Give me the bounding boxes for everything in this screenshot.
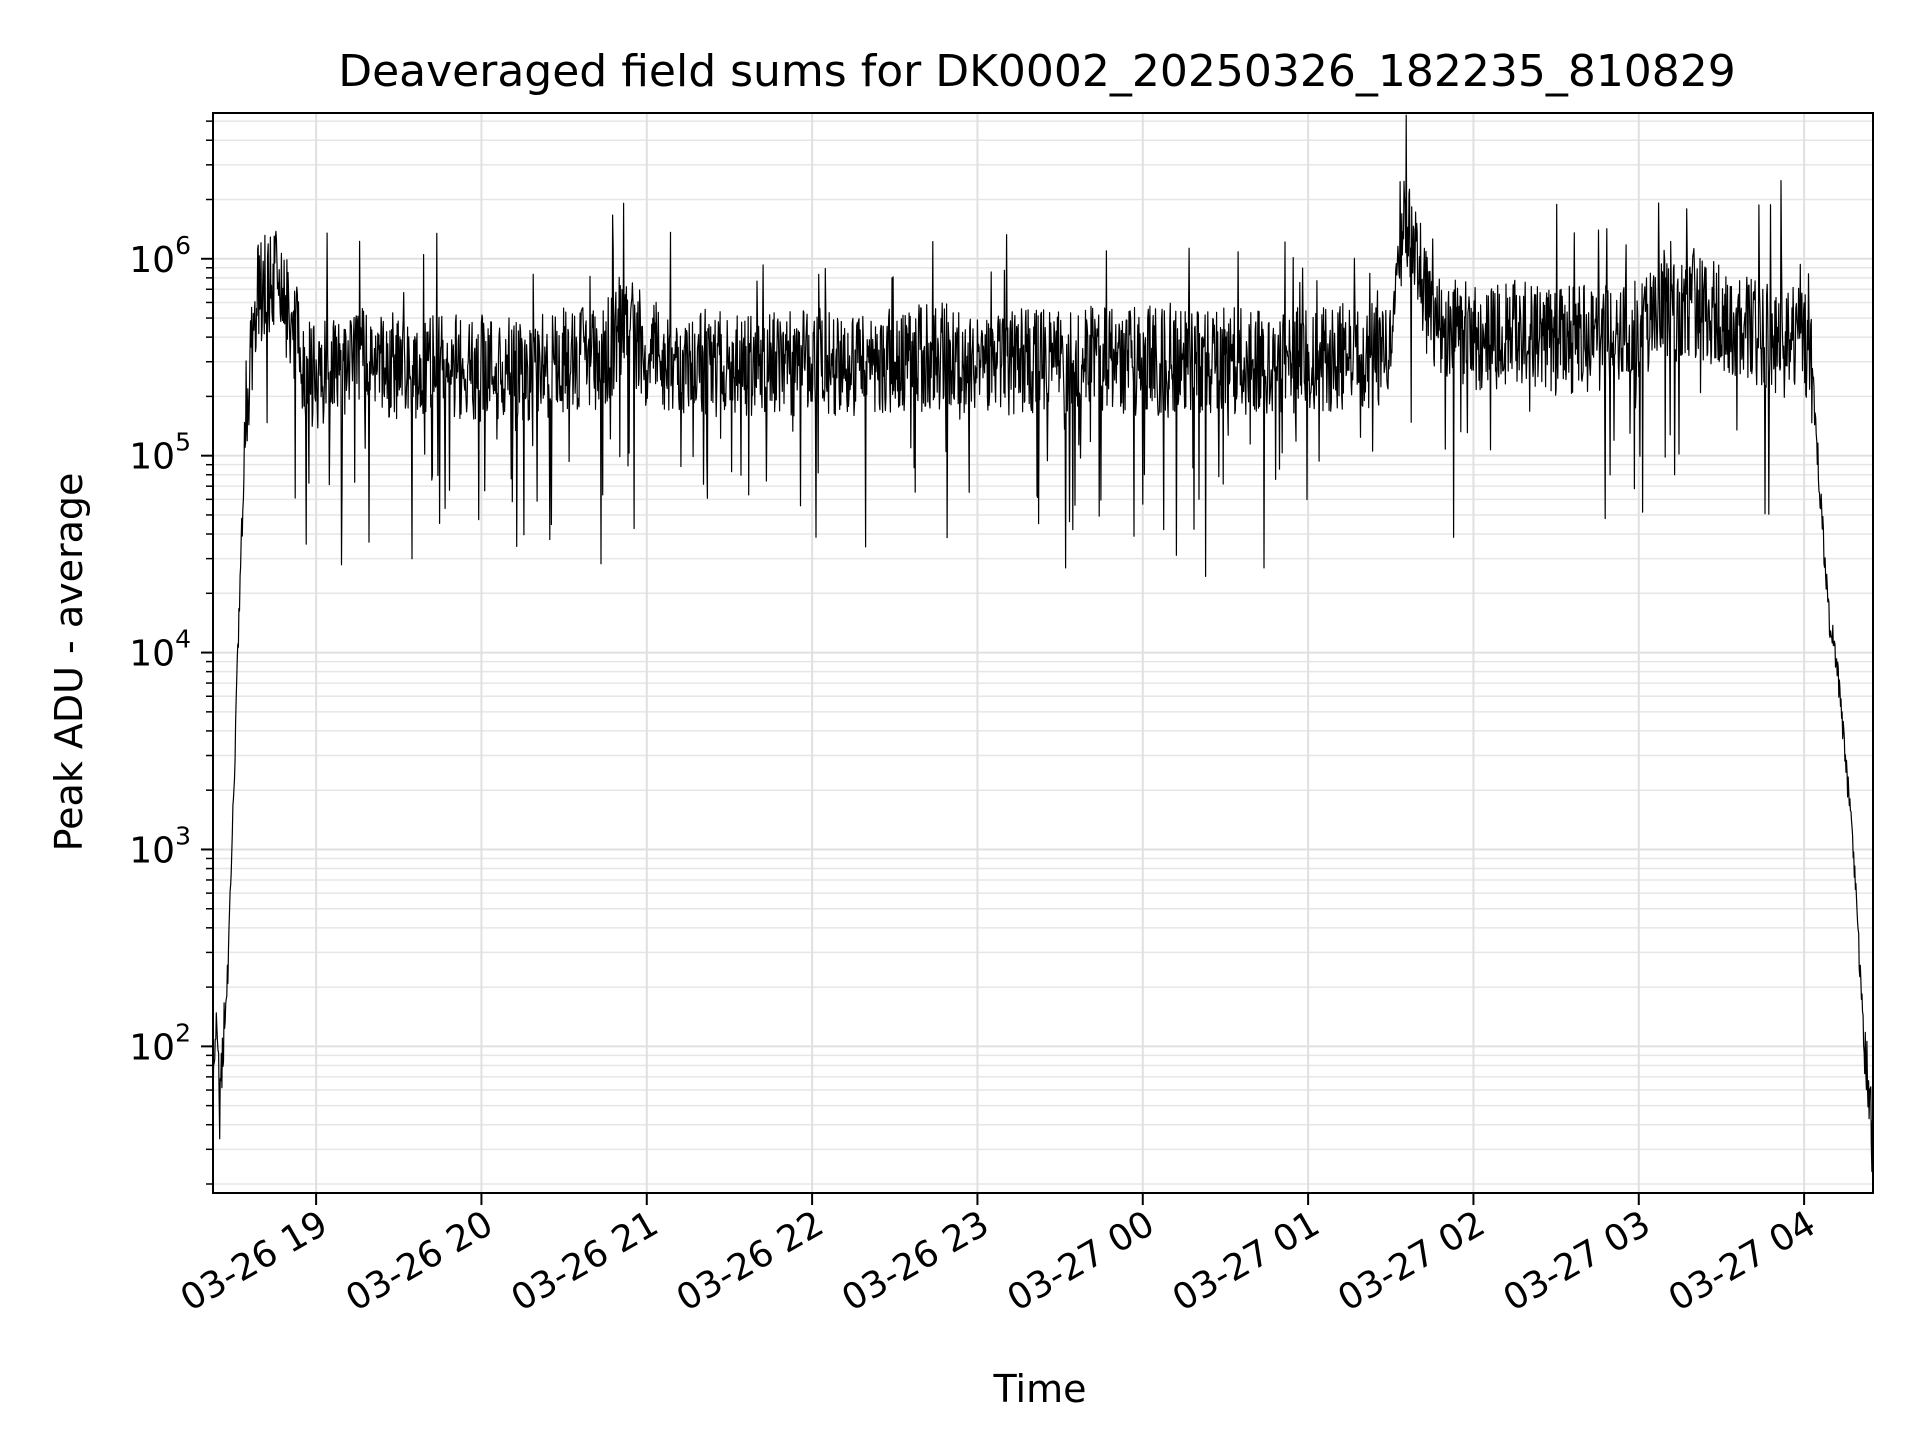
y-tick-label: 104 <box>129 625 191 675</box>
major-gridlines <box>213 113 1873 1193</box>
y-axis-ticks: 102 103 104 105 106 <box>129 120 213 1185</box>
y-tick-label: 103 <box>129 821 191 871</box>
data-series <box>212 114 1874 1173</box>
x-axis-label: Time <box>993 1367 1087 1411</box>
y-tick-label: 105 <box>129 428 191 478</box>
y-tick-label: 106 <box>129 231 191 281</box>
y-axis-label: Peak ADU - average <box>47 473 91 852</box>
series-line <box>212 114 1874 1173</box>
chart-title: Deaveraged field sums for DK0002_2025032… <box>338 46 1736 97</box>
y-tick-label: 102 <box>129 1018 191 1068</box>
